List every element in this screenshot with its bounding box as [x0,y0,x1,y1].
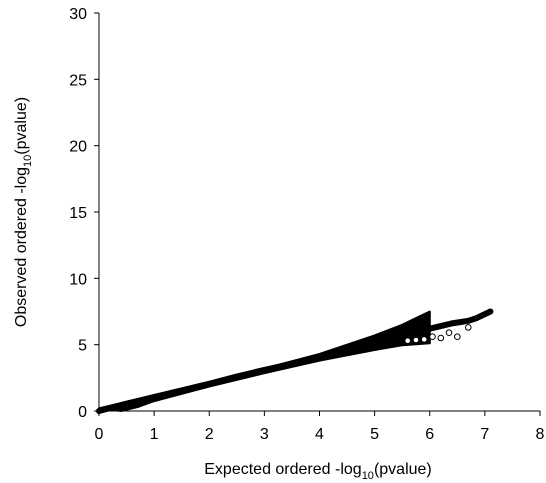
data-point [415,328,422,335]
x-axis-title: Expected ordered -log10(pvalue) [204,461,432,482]
x-tick-label: 0 [95,426,104,443]
data-point-open [404,337,412,345]
data-point-open [437,334,445,342]
data-point [404,331,411,338]
plot-area [96,308,494,414]
x-tick-label: 1 [150,426,159,443]
data-point-open [412,336,420,344]
y-tick-label: 5 [78,338,87,355]
y-tick-label: 0 [78,404,87,421]
data-point-open [454,333,461,341]
data-point [371,341,378,347]
y-tick-label: 25 [69,72,87,89]
y-tick-label: 15 [69,205,87,222]
data-point [178,387,185,394]
data-point [487,308,494,315]
data-point-open [420,336,428,343]
x-axis-ticks: 0 1 2 3 4 5 6 7 8 [95,411,545,443]
data-point [393,335,400,341]
data-point [344,347,350,354]
data-point-open [445,329,453,337]
x-tick-label: 2 [205,426,214,443]
data-point [289,361,295,367]
x-tick-label: 6 [425,426,434,443]
x-tick-label: 8 [536,426,545,443]
x-tick-label: 7 [480,426,489,443]
y-tick-label: 30 [69,6,87,23]
y-axis-title: Observed ordered -log10(pvalue) [13,97,34,327]
x-tick-label: 3 [260,426,269,443]
data-point [234,373,240,380]
data-point [449,320,455,327]
data-point [473,315,480,321]
data-point [261,367,268,373]
data-point [206,381,213,387]
data-point [438,323,444,329]
y-tick-label: 20 [69,139,87,156]
data-point [457,319,463,325]
data-point [427,325,433,332]
x-tick-label: 4 [315,426,324,443]
observed-points-trace [96,308,494,414]
data-point-open [465,324,472,331]
data-point [123,400,130,407]
y-axis-ticks: 0 5 10 15 20 25 30 [69,6,99,421]
x-tick-label: 5 [370,426,379,443]
data-point [382,337,389,344]
data-point-open [429,333,436,341]
data-point [316,354,323,361]
data-point [151,394,157,400]
data-point [465,318,472,324]
y-tick-label: 10 [69,271,87,288]
